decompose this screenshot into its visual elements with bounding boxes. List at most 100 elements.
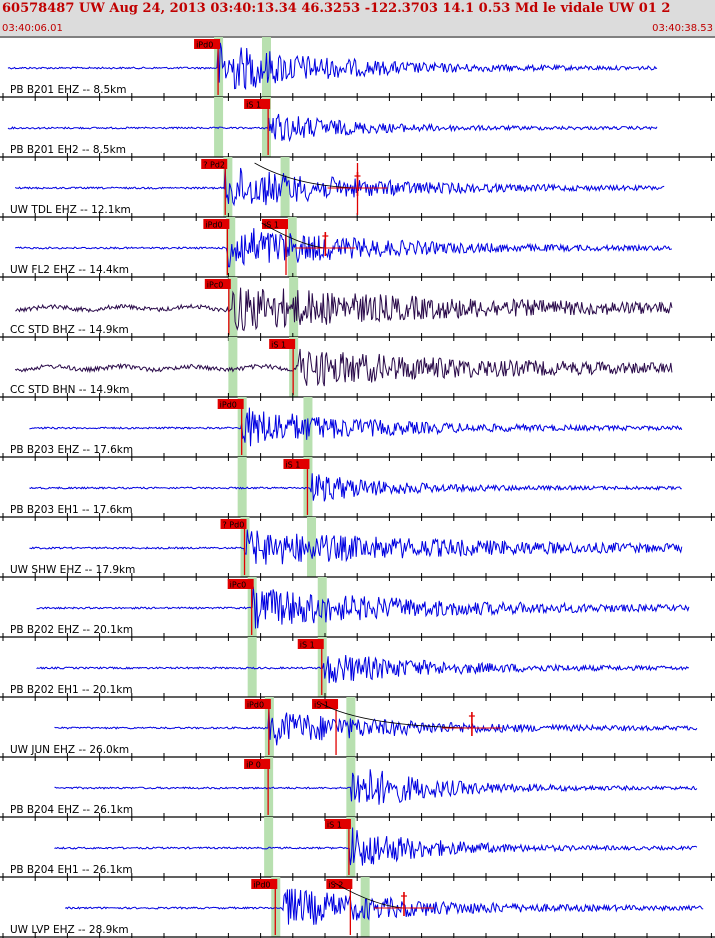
channel-label: CC STD BHZ -- 14.9km [10,324,129,336]
s-pick-label-box[interactable] [312,699,339,709]
p-arrival-window [223,157,233,217]
pick-label-box[interactable] [283,459,310,469]
s-arrival-window [261,37,271,97]
pick-label: ? Pd2 [203,161,225,170]
waveform-trace [29,473,682,502]
pick-label: iPd0 [205,221,222,230]
channel-row[interactable]: iPd0 PB B203 EHZ -- 17.6km [0,397,715,461]
channel-row[interactable]: iPc0 CC STD BHZ -- 14.9km [0,277,715,341]
p-arrival-window [237,457,247,517]
channel-label: UW FL2 EHZ -- 14.4km [10,264,129,276]
pick-label-box[interactable] [203,219,230,229]
pick-label-box[interactable] [244,759,271,769]
pick-label-box[interactable] [217,399,244,409]
waveform-trace [29,529,683,565]
p-arrival-window [247,637,257,697]
channel-label: PB B203 EH1 -- 17.6km [10,504,133,516]
channel-label: UW LVP EHZ -- 28.9km [10,924,129,936]
waveform-trace [36,654,690,684]
channel-label: PB B204 EH1 -- 26.1km [10,864,133,876]
pick-label-box[interactable] [204,279,231,289]
header-bar: 60578487 UW Aug 24, 2013 03:40:13.34 46.… [0,0,715,36]
channel-row[interactable]: iPd0 UW FL2 EHZ -- 14.4km [0,217,715,281]
channel-label: PB B202 EH1 -- 20.1km [10,684,133,696]
s-arrival-window [307,517,317,577]
waveform-trace [64,888,704,925]
pick-label: iS 1 [327,821,342,830]
pick-label: iPd0 [253,881,270,890]
pick-label-box[interactable] [244,99,271,109]
pick-label: iS 1 [285,461,300,470]
pick-label-box[interactable] [297,639,324,649]
pick-label-box[interactable] [324,819,351,829]
waveform-trace [14,348,673,387]
coda-decay-curve [320,702,472,729]
pick-label: ? Pd0 [223,521,245,530]
s-arrival-window [261,97,271,157]
s-pick-label: iS 1 [264,221,279,230]
pick-label: iPd0 [220,401,237,410]
s-arrival-window [280,157,290,217]
channel-row[interactable]: iPd0 UW LVP EHZ -- 28.9km [0,877,715,938]
channel-row[interactable]: iPd0 PB B201 EHZ -- 8.5km [0,37,715,101]
pick-label: iS 1 [246,101,261,110]
pick-label: iPc0 [207,281,224,290]
pick-label: iPc0 [230,581,247,590]
channel-label: UW TDL EHZ -- 12.1km [10,204,131,216]
s-arrival-window [346,817,356,877]
s-pick-label-box[interactable] [326,879,353,889]
channel-label: UW SHW EHZ -- 17.9km [10,564,135,576]
waveform-trace [54,769,698,805]
coda-decay-curve [261,222,326,249]
pick-label-box[interactable] [227,579,254,589]
waveform-trace [14,228,673,268]
p-arrival-window [226,217,236,277]
coda-decay-curve [334,882,405,909]
channel-label: PB B203 EHZ -- 17.6km [10,444,133,456]
pick-label: iS 1 [300,641,315,650]
waveform-trace [36,586,690,629]
s-pick-label: iS 2 [328,881,343,890]
waveform-trace [14,166,665,207]
channel-row[interactable]: iS 1 PB B201 EH2 -- 8.5km [0,97,715,161]
waveform-trace [7,113,658,143]
waveform-trace [29,407,683,447]
s-pick-label-box[interactable] [262,219,288,229]
pick-label: iPd0 [196,41,213,50]
pick-label-box[interactable] [194,39,221,49]
channel-label: PB B202 EHZ -- 20.1km [10,624,133,636]
pick-label-box[interactable] [269,339,296,349]
p-arrival-window [214,97,224,157]
p-arrival-window [228,337,238,397]
waveform-trace [54,827,698,866]
waveform-trace [54,709,698,746]
channel-row[interactable]: iS 1 CC STD BHN -- 14.9km [0,337,715,401]
channel-row[interactable]: iPc0 PB B202 EHZ -- 20.1km [0,577,715,641]
waveform-trace [15,287,673,332]
channel-label: UW JUN EHZ -- 26.0km [10,744,129,756]
channel-label: PB B201 EH2 -- 8.5km [10,144,126,156]
channel-row[interactable]: iS 1 PB B203 EH1 -- 17.6km [0,457,715,521]
channel-label: PB B201 EHZ -- 8.5km [10,84,126,96]
event-title: 60578487 UW Aug 24, 2013 03:40:13.34 46.… [2,1,671,16]
channel-row[interactable]: iPd0 UW JUN EHZ -- 26.0km [0,697,715,761]
s-pick-label: iS 1 [314,701,329,710]
channel-label: CC STD BHN -- 14.9km [10,384,129,396]
pick-label: iPd0 [247,701,264,710]
channel-row[interactable]: ? Pd2 UW TDL EHZ -- 12.1km [0,157,715,221]
coda-decay-curve [254,162,358,189]
pick-label: iS 1 [271,341,286,350]
channel-label: PB B204 EHZ -- 26.1km [10,804,133,816]
pick-label-box[interactable] [220,519,247,529]
pick-label-box[interactable] [201,159,228,169]
pick-label-box[interactable] [244,699,271,709]
channel-row[interactable]: iS 1 PB B204 EH1 -- 26.1km [0,817,715,881]
p-arrival-window [228,277,238,337]
channel-row[interactable]: iP 0 PB B204 EHZ -- 26.1km [0,757,715,821]
channel-row[interactable]: ? Pd0 UW SHW EHZ -- 17.9km [0,517,715,581]
channel-row[interactable]: iS 1 PB B202 EH1 -- 20.1km [0,637,715,701]
pick-label: iP 0 [246,761,261,770]
window-start-time: 03:40:06.01 [2,23,63,34]
pick-label-box[interactable] [251,879,278,889]
